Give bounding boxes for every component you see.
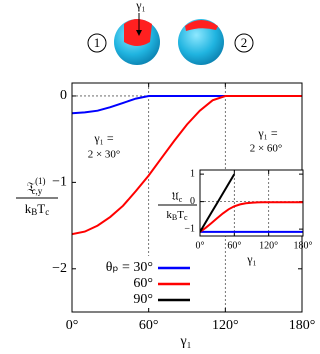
- x-tick-label: 180°: [289, 318, 315, 333]
- series-line: [72, 95, 302, 236]
- y-tick-label: −1: [184, 223, 195, 234]
- x-axis-title: γ₁: [179, 334, 191, 349]
- x-tick-label: 120°: [212, 318, 239, 333]
- x-tick-label: 180°: [294, 240, 313, 251]
- annotation-bg: [74, 130, 136, 162]
- plot: 0° 60° 120° 180° 0 −1 −2: [52, 82, 315, 333]
- annotation-line: γ₁ =: [257, 126, 277, 140]
- y-tick-label: 0: [60, 88, 67, 103]
- x-tick-label: 60°: [227, 240, 241, 251]
- y-tick-label: −2: [52, 261, 67, 276]
- y-tick-label: 1: [190, 168, 195, 179]
- badge: [87, 33, 107, 53]
- plot: 0° 60° 120° 180° 1 0 −1: [184, 168, 312, 251]
- sphere: [178, 19, 224, 65]
- y-title-numerator: 𝔗(1) c,y: [26, 176, 45, 196]
- series-group: [72, 95, 302, 236]
- patch: [185, 20, 218, 31]
- x-tick-label: 0°: [196, 240, 205, 251]
- inset-y-title: 𝔘c kBTc: [158, 190, 197, 222]
- badge-label: 1: [94, 35, 101, 50]
- legend-label: θₚ = 30°: [106, 260, 153, 275]
- y-tick-label: −1: [52, 175, 67, 190]
- inset-y-denominator: kBTc: [166, 209, 188, 222]
- x-tick-label: 60°: [139, 318, 159, 333]
- gamma-label: γ₁: [135, 0, 146, 12]
- annotation-line: 2 × 30°: [88, 149, 121, 161]
- annotation-line: γ₁ =: [93, 131, 113, 145]
- legend: θₚ = 30°60°90°: [76, 256, 194, 308]
- inset-x-title: γ₁: [246, 252, 257, 266]
- series-line: [200, 201, 303, 233]
- series-line: [200, 173, 236, 233]
- series-line: [72, 95, 302, 115]
- annotation-line: 2 × 60°: [250, 143, 283, 155]
- y-title-denominator: kBTc: [25, 201, 49, 217]
- series-group: [200, 173, 303, 233]
- x-tick-label: 0°: [66, 318, 79, 333]
- y-axis-title: 𝔗(1) c,y kBTc: [16, 176, 58, 217]
- arrow-head: [136, 30, 142, 36]
- y-tick-label: 0: [190, 196, 195, 207]
- inset-y-numerator: 𝔘c: [172, 190, 183, 204]
- badge: [234, 33, 254, 53]
- legend-label: 90°: [133, 292, 153, 307]
- plot-frame: [199, 169, 304, 237]
- illustration: 1 γ₁ 2: [87, 0, 254, 65]
- x-tick-label: 120°: [259, 240, 278, 251]
- annotation: γ₁ = 2 × 30° γ₁ = 2 × 60°: [74, 126, 282, 162]
- badge-label: 2: [241, 35, 248, 50]
- legend-label: 60°: [133, 276, 153, 291]
